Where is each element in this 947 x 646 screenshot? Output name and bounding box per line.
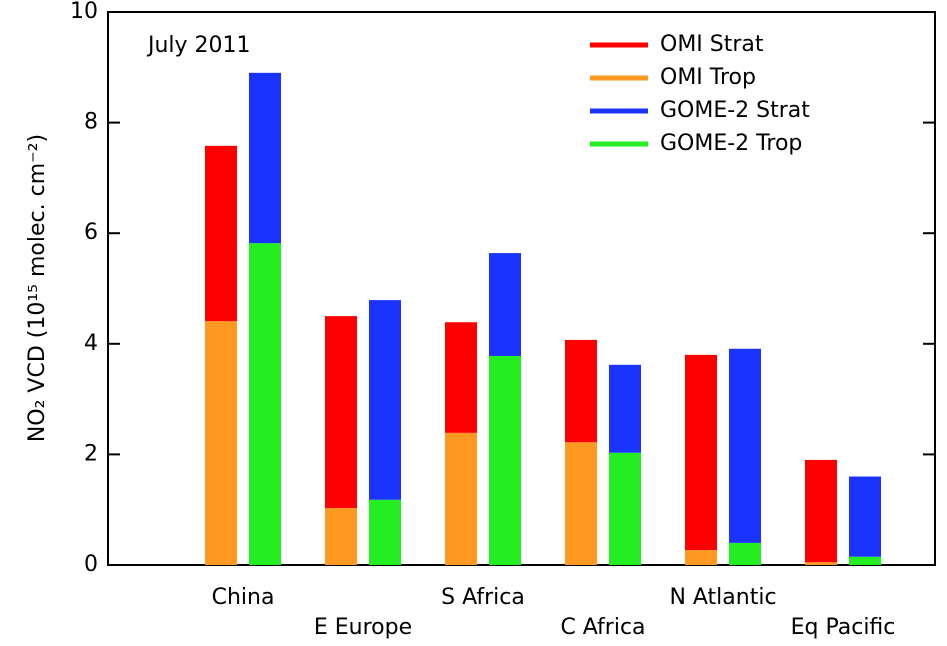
x-tick-label: Eq Pacific <box>791 615 896 640</box>
bar-segment <box>729 542 761 565</box>
bar-segment <box>369 300 401 500</box>
bar-segment <box>325 508 357 565</box>
bar-segment <box>805 562 837 565</box>
y-tick-label: 6 <box>84 220 98 245</box>
bar-segment <box>565 442 597 565</box>
bar-segment <box>249 243 281 566</box>
bar-segment <box>205 145 237 322</box>
bar-segment <box>249 72 281 244</box>
y-tick-label: 8 <box>84 110 98 135</box>
x-tick-label: China <box>212 585 275 610</box>
bar-segment <box>729 348 761 543</box>
y-axis-label: NO₂ VCD (10¹⁵ molec. cm⁻²) <box>25 134 50 442</box>
legend-label: OMI Trop <box>660 65 756 90</box>
legend-label: GOME-2 Trop <box>660 131 802 156</box>
x-tick-label: S Africa <box>441 585 525 610</box>
y-tick-label: 0 <box>84 552 98 577</box>
bar-segment <box>489 253 521 356</box>
y-tick-label: 10 <box>70 0 98 24</box>
chart-title: July 2011 <box>146 33 251 58</box>
bar-segment <box>489 355 521 565</box>
x-tick-label: N Atlantic <box>669 585 776 610</box>
bar-segment <box>205 321 237 565</box>
bar-segment <box>685 354 717 551</box>
bar-segment <box>369 499 401 565</box>
plot-frame <box>107 11 936 566</box>
bar-segment <box>849 476 881 557</box>
y-tick-label: 4 <box>84 331 98 356</box>
bar-segment <box>609 452 641 565</box>
bar-segment <box>685 550 717 565</box>
bar-segment <box>805 459 837 563</box>
bar-segment <box>445 322 477 433</box>
x-tick-label: E Europe <box>314 615 412 640</box>
x-tick-label: C Africa <box>560 615 645 640</box>
bar-segment <box>849 556 881 565</box>
bar-segment <box>325 316 357 509</box>
bar-segment <box>445 432 477 565</box>
y-tick-label: 2 <box>84 441 98 466</box>
legend-label: OMI Strat <box>660 32 764 57</box>
legend-label: GOME-2 Strat <box>660 98 810 123</box>
bar-segment <box>565 339 597 443</box>
bar-segment <box>609 364 641 453</box>
